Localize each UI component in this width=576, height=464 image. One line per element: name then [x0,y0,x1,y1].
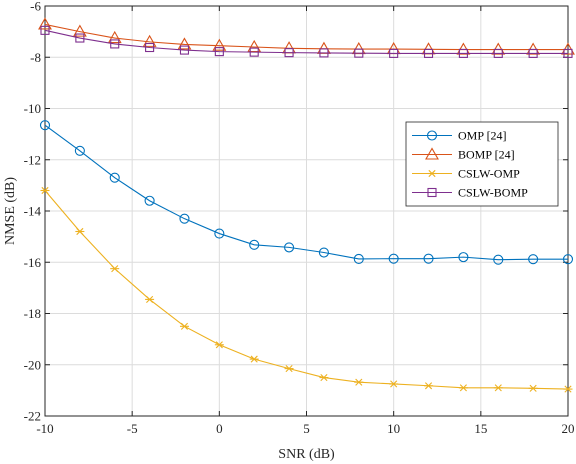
y-tick-label: -22 [24,409,41,424]
x-tick-label: 0 [216,421,223,436]
data-point-omp-24 [562,254,574,265]
data-point-omp-24 [528,254,539,265]
x-axis-label: SNR (dB) [278,447,335,462]
y-tick-label: -12 [24,152,41,167]
data-point-omp-24 [423,253,434,264]
data-point-cslw-omp [145,295,155,303]
y-tick-label: -6 [30,0,41,14]
data-point-bomp-24 [526,42,541,55]
legend-label: CSLW-BOMP [458,186,528,200]
data-point-bomp-24 [107,30,122,44]
data-point-omp-24 [284,242,295,253]
y-tick-label: -10 [24,101,41,116]
data-point-cslw-omp [493,384,503,392]
data-point-omp-24 [353,253,364,264]
data-point-cslw-bomp [284,48,294,58]
series-line-cslw-bomp [44,29,568,54]
legend-marker [427,187,437,198]
data-point-cslw-omp [319,373,329,382]
data-point-bomp-24 [142,34,157,47]
series-bomp-24 [38,17,575,55]
data-point-bomp-24 [247,39,262,53]
data-point-omp-24 [144,195,155,206]
legend-marker [425,147,439,160]
series-line-cslw-omp [44,190,569,390]
data-point-bomp-24 [561,42,575,55]
data-point-omp-24 [388,253,399,264]
data-point-cslw-bomp [249,47,259,57]
series-cslw-omp [40,186,573,393]
data-point-cslw-omp [214,341,224,349]
legend-label: BOMP [24] [458,148,515,162]
data-point-cslw-bomp [563,48,573,58]
data-point-cslw-bomp [458,48,468,58]
data-point-cslw-omp [284,365,294,373]
data-point-cslw-bomp [214,47,224,57]
data-point-bomp-24 [212,38,227,51]
data-point-omp-24 [318,247,329,258]
y-tick-label: -18 [24,306,41,321]
y-axis-label: NMSE (dB) [3,177,18,245]
data-point-omp-24 [109,172,120,183]
grid [44,5,569,417]
data-point-cslw-omp [354,378,364,386]
data-point-cslw-omp [249,355,259,363]
data-point-bomp-24 [72,24,87,37]
data-point-cslw-bomp [354,48,364,58]
series-line-omp-24 [44,124,568,261]
data-point-cslw-omp [458,384,468,392]
data-point-cslw-bomp [423,48,434,58]
data-point-omp-24 [214,228,225,239]
data-point-bomp-24 [491,42,506,55]
y-tick-label: -8 [30,50,41,65]
data-point-cslw-omp [110,265,120,273]
x-tick-label: 10 [387,421,400,436]
legend-marker [426,130,438,141]
data-point-cslw-bomp [75,33,85,43]
data-point-omp-24 [458,252,469,263]
legend-label: OMP [24] [458,129,507,143]
data-point-cslw-bomp [319,48,329,58]
x-tick-label: 15 [474,421,487,436]
axis-ticks: -10 -5 0 5 10 15 20 -22 -20 -18 -16 -14 -12 -10 -8 -6 [24,0,575,436]
x-tick-label: 5 [303,421,310,436]
series-omp-24 [39,120,574,265]
data-point-bomp-24 [38,17,52,30]
data-point-cslw-omp [75,227,85,236]
legend: OMP [24] BOMP [24] CSLW-OMP CSLW-BOMP [405,121,559,207]
series-line-bomp-24 [44,23,568,51]
legend-label: CSLW-OMP [458,167,520,181]
data-point-cslw-bomp [145,42,155,53]
data-point-cslw-omp [563,385,573,393]
series-cslw-bomp [40,25,573,58]
data-point-cslw-bomp [389,48,399,58]
data-point-omp-24 [74,145,85,156]
data-point-cslw-bomp [40,25,50,35]
data-point-omp-24 [493,254,504,265]
data-point-cslw-bomp [110,39,120,49]
data-point-cslw-bomp [179,45,190,55]
data-point-cslw-omp [528,384,538,392]
series-group [38,17,575,393]
data-point-omp-24 [39,120,51,131]
data-point-bomp-24 [177,37,192,50]
data-point-omp-24 [179,213,190,224]
data-point-cslw-omp [40,186,50,195]
x-tick-label: -5 [127,421,138,436]
legend-marker [427,169,437,178]
x-tick-label: -10 [36,421,53,436]
data-point-cslw-omp [389,380,399,388]
y-tick-label: -14 [24,204,42,219]
data-point-cslw-bomp [493,48,503,58]
data-point-bomp-24 [456,42,471,55]
data-point-cslw-bomp [528,48,538,58]
data-point-cslw-omp [179,322,189,330]
y-tick-label: -16 [24,255,42,270]
data-point-cslw-omp [424,382,434,390]
data-point-omp-24 [249,239,260,250]
y-tick-label: -20 [24,357,41,372]
x-tick-label: 20 [562,421,575,436]
